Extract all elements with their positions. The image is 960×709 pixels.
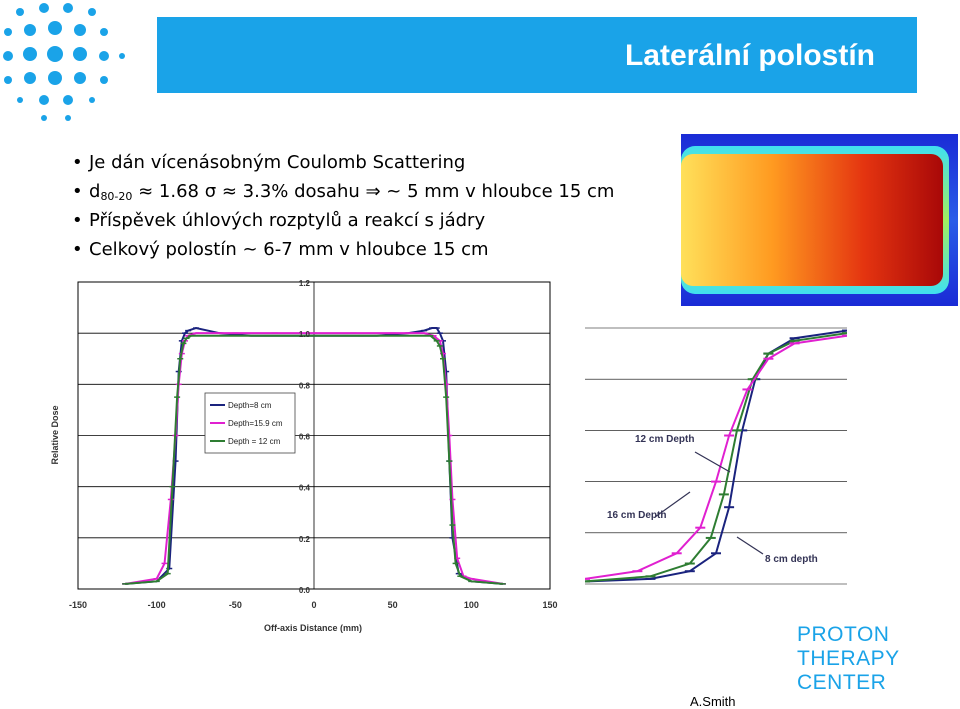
- annotation-12cm: 12 cm Depth: [635, 434, 694, 445]
- series-line: [585, 329, 847, 583]
- x-tick-label: 50: [388, 600, 398, 610]
- title-bar: Laterální polostín: [157, 17, 917, 93]
- annotation-arrow: [654, 491, 691, 518]
- proton-therapy-logo: PROTON THERAPY CENTER: [797, 623, 900, 695]
- bullet-text: Je dán vícenásobným Coulomb Scattering: [89, 152, 466, 173]
- legend-label: Depth = 12 cm: [228, 437, 281, 446]
- bullet-text: d: [89, 181, 101, 202]
- x-tick-label: 100: [464, 600, 479, 610]
- series-line: [585, 334, 847, 580]
- legend-label: Depth=8 cm: [228, 401, 272, 410]
- annotation-16cm: 16 cm Depth: [607, 510, 666, 521]
- bullet-item: Příspěvek úhlových rozptylů a reakcí s j…: [72, 206, 614, 235]
- y-tick-label: 0.6: [299, 433, 311, 442]
- x-tick-label: 150: [542, 600, 557, 610]
- bullet-item: d80-20 ≈ 1.68 σ ≈ 3.3% dosahu ⇒ ~ 5 mm v…: [72, 177, 614, 206]
- legend: Depth=8 cm Depth=15.9 cm Depth = 12 cm: [204, 392, 296, 454]
- series-line: [585, 332, 847, 583]
- y-tick-label: 0.4: [299, 484, 311, 493]
- dotted-logo: [3, 3, 125, 121]
- bullet-text: Příspěvek úhlových rozptylů a reakcí s j…: [89, 210, 486, 231]
- x-axis-label: Off-axis Distance (mm): [264, 623, 362, 633]
- x-tick-label: -50: [229, 600, 242, 610]
- bullet-item: Je dán vícenásobným Coulomb Scattering: [72, 148, 614, 177]
- annotation-arrow: [694, 451, 731, 473]
- distal-falloff-chart: 12 cm Depth 16 cm Depth 8 cm depth: [585, 327, 847, 585]
- author-credit: A.Smith: [690, 694, 736, 709]
- y-tick-label: 0.2: [299, 535, 311, 544]
- logo-line: CENTER: [797, 671, 887, 694]
- legend-label: Depth=15.9 cm: [228, 419, 283, 428]
- y-tick-label: 0.0: [299, 586, 311, 595]
- x-tick-label: -100: [148, 600, 166, 610]
- bullet-list: Je dán vícenásobným Coulomb Scattering d…: [72, 148, 614, 264]
- x-tick-label: 0: [311, 600, 316, 610]
- bullet-text: ≈ 1.68 σ ≈ 3.3% dosahu ⇒ ~ 5 mm v hloubc…: [132, 181, 615, 202]
- lateral-profile-chart: 0.0 0.2 0.4 0.6 0.8 1.0 1.2 -150 -100 -50 0 50 100 15…: [50, 279, 558, 633]
- y-axis-label: Relative Dose: [50, 405, 60, 464]
- logo-line: THERAPY: [797, 647, 900, 670]
- dose-heatmap-image: [681, 134, 958, 306]
- y-tick-label: 1.2: [299, 279, 311, 288]
- bullet-subscript: 80-20: [100, 190, 133, 203]
- slide-title: Laterální polostín: [624, 39, 875, 72]
- annotation-arrow: [736, 536, 764, 555]
- bullet-item: Celkový polostín ~ 6-7 mm v hloubce 15 c…: [72, 235, 614, 264]
- annotation-8cm: 8 cm depth: [765, 554, 818, 565]
- y-tick-label: 1.0: [299, 330, 311, 339]
- y-tick-label: 0.8: [299, 381, 311, 390]
- x-tick-label: -150: [69, 600, 87, 610]
- bullet-text: Celkový polostín ~ 6-7 mm v hloubce 15 c…: [89, 239, 489, 260]
- logo-line: PROTON: [797, 623, 890, 646]
